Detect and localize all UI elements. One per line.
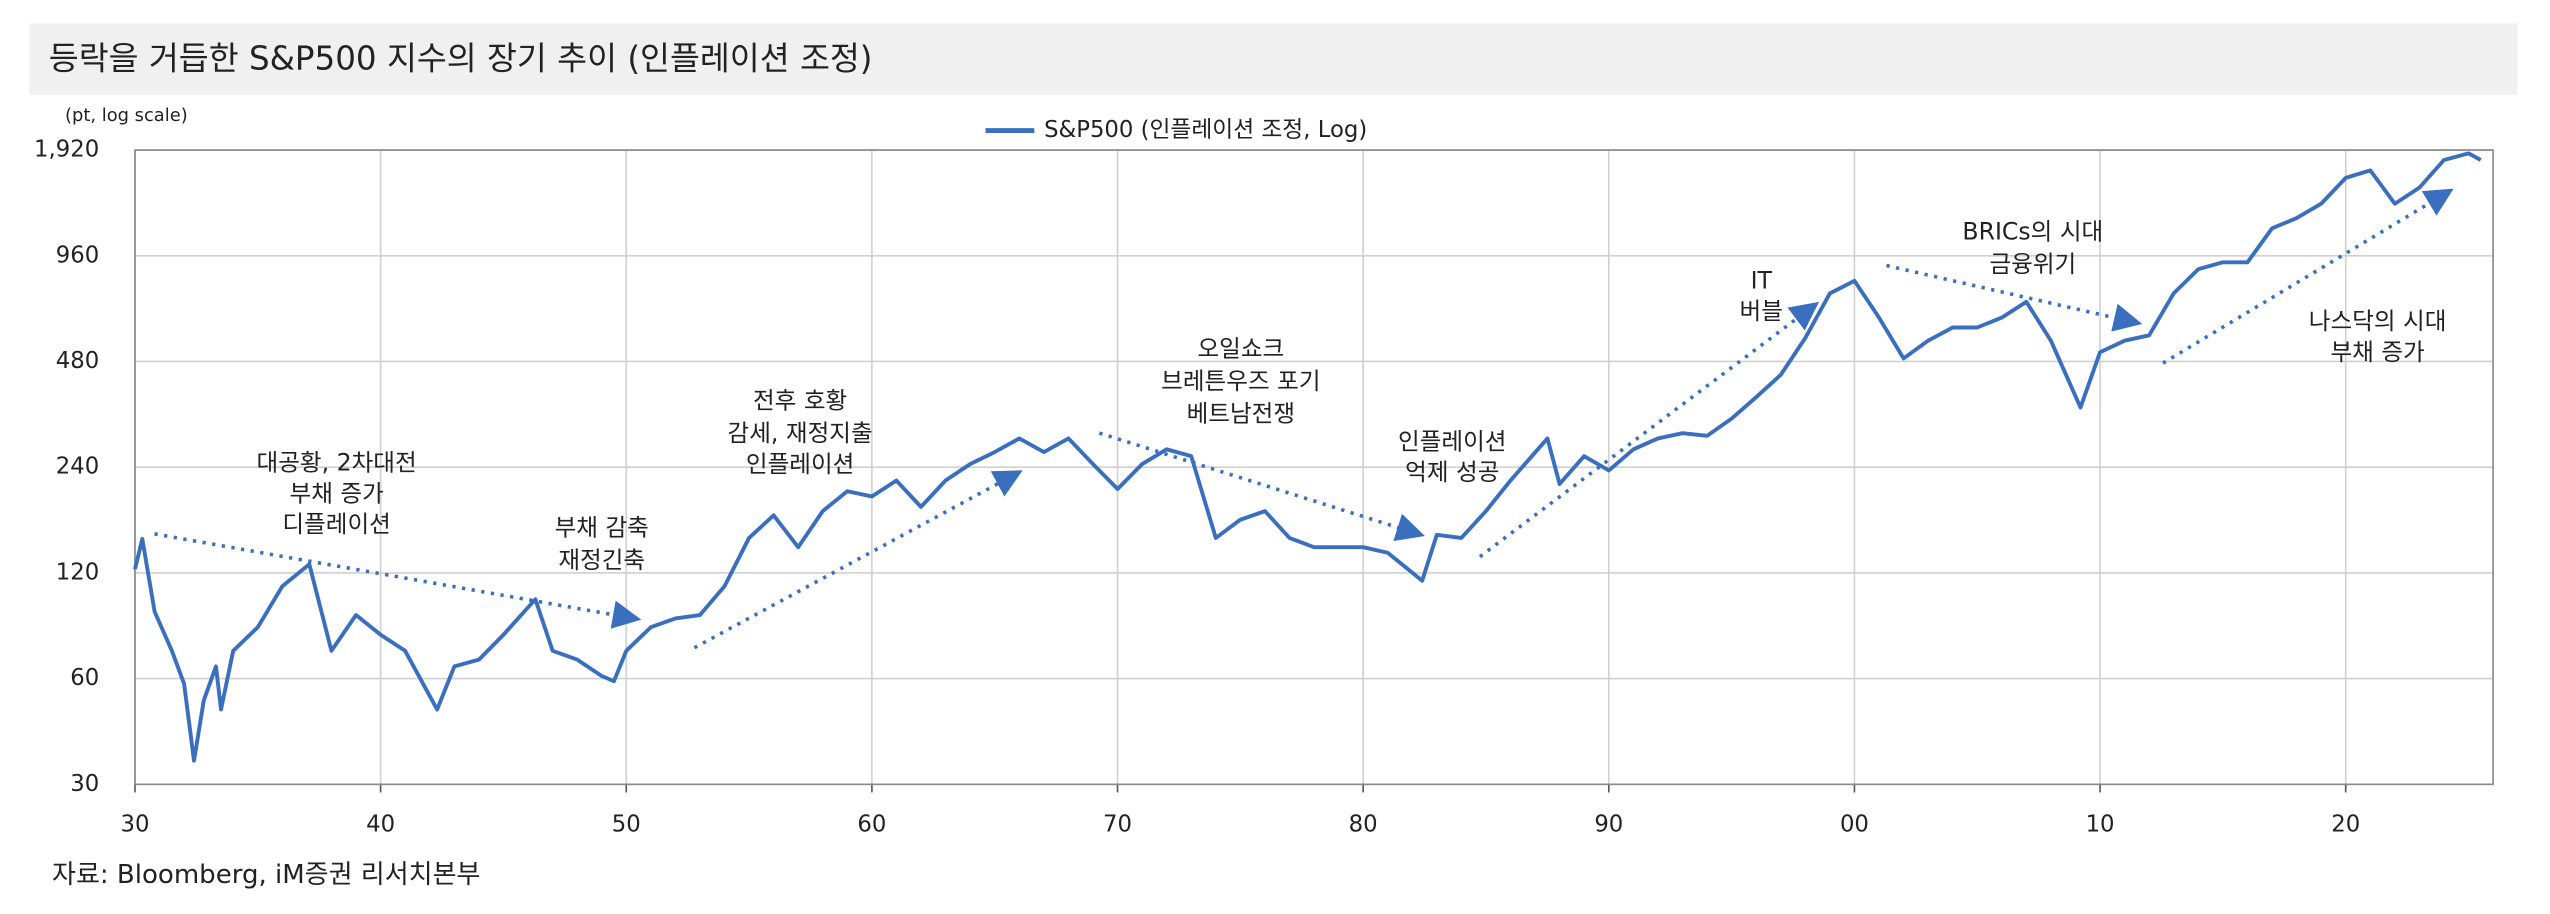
chart-title: 등락을 거듭한 S&P500 지수의 장기 추이 (인플레이션 조정) [49,40,873,78]
annotation: 부채 증가 [290,479,384,507]
source: 자료: Bloomberg, iM증권 리서치본부 [52,860,480,890]
annotation: 재정긴축 [558,546,645,574]
trend-arrows [154,188,2454,650]
annotation: 버블 [1740,297,1783,325]
x-tick-label: 10 [2086,811,2115,837]
annotation: 부채 증가 [2330,338,2424,366]
y-tick-label: 1,920 [34,137,99,163]
y-tick-label: 120 [56,559,99,585]
x-tick-label: 70 [1103,811,1132,837]
y-tick-label: 240 [56,454,99,480]
trend-arrow [1478,301,1820,559]
annotation: 디플레이션 [282,510,390,538]
trend-arrow [154,532,642,629]
annotation: 인플레이션 [1398,427,1506,455]
x-tick-label: 30 [121,811,150,837]
x-tick-label: 00 [1840,811,1869,837]
trend-arrow [1098,431,1425,542]
x-tick-label: 40 [366,811,395,837]
annotation: 나스닥의 시대 [2309,307,2447,335]
annotation: 부채 감축 [555,513,649,541]
y-tick-label: 960 [56,242,99,268]
annotation: 인플레이션 [746,450,854,478]
x-tick-label: 20 [2331,811,2360,837]
annotation: 브레튼우즈 포기 [1161,367,1320,395]
annotation: IT [1751,266,1773,294]
x-tick-label: 80 [1349,811,1378,837]
annotation: 전후 호황 [753,387,847,415]
y-tick-label: 480 [56,348,99,374]
plot-frame [134,149,2494,786]
annotation: 감세, 재정지출 [728,419,873,447]
annotation: 금융위기 [1989,250,2076,278]
annotation: BRICs의 시대 [1962,218,2103,246]
y-tick-label: 60 [70,665,99,691]
annotations: 대공황, 2차대전 부채 증가 디플레이션 부채 감축 재정긴축 전후 호황 감… [257,218,2447,575]
x-tick-label: 50 [612,811,641,837]
annotation: 베트남전쟁 [1187,400,1295,428]
legend-label: S&P500 (인플레이션 조정, Log) [1044,117,1367,143]
trend-arrow [2162,188,2454,365]
series-line [133,151,2482,763]
title-bar [29,23,2518,95]
trend-arrow [1886,263,2143,332]
y-axis-label: (pt, log scale) [65,105,188,126]
annotation: 대공황, 2차대전 [257,448,417,476]
annotation: 억제 성공 [1405,458,1499,486]
trend-arrow [693,470,1023,650]
x-tick-label: 90 [1594,811,1623,837]
x-tick-label: 60 [857,811,886,837]
y-tick-label: 30 [70,771,99,797]
annotation: 오일쇼크 [1197,335,1284,363]
